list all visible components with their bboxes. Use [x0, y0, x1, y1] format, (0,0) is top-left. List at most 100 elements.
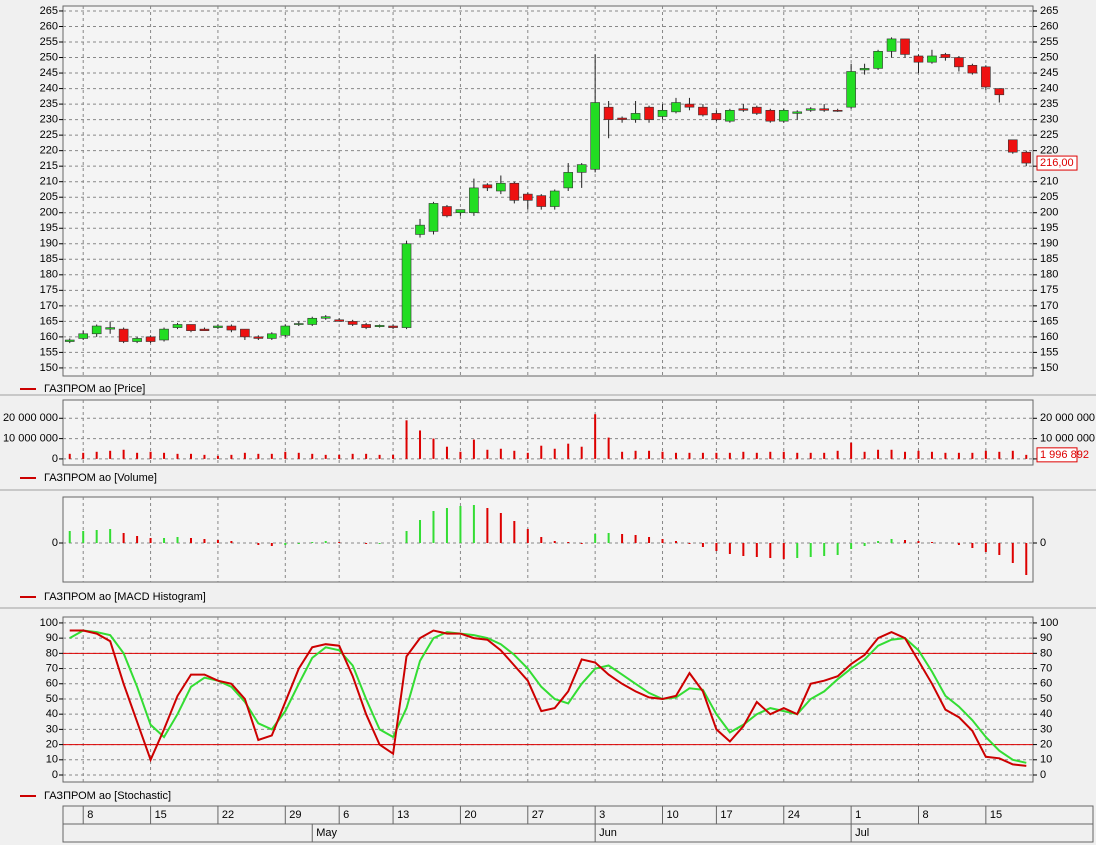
- candle-body: [671, 102, 681, 113]
- y-tick-label: 10: [1040, 754, 1052, 766]
- candle-body: [442, 206, 452, 217]
- legend-label: ГАЗПРОМ ао [Stochastic]: [44, 790, 171, 802]
- last-value-box: [1036, 447, 1078, 463]
- y-tick-label: 180: [1040, 269, 1058, 281]
- bar: [109, 529, 112, 543]
- y-tick-label: 190: [1040, 238, 1058, 250]
- y-tick-label: 10: [46, 754, 58, 766]
- bar: [728, 543, 731, 554]
- bar: [68, 453, 71, 459]
- bar: [270, 543, 273, 546]
- y-tick-label: 70: [1040, 662, 1052, 674]
- bar: [499, 513, 502, 543]
- candle-body: [78, 333, 89, 339]
- y-tick-label: 30: [1040, 723, 1052, 735]
- candle-body: [186, 324, 196, 331]
- bar: [189, 538, 192, 543]
- bar: [701, 543, 704, 547]
- bar: [917, 541, 920, 543]
- bar: [1011, 450, 1014, 459]
- bar: [904, 451, 907, 459]
- y-tick-label: 250: [1040, 51, 1058, 63]
- bar: [836, 543, 839, 555]
- bar: [432, 511, 435, 543]
- candle-body: [805, 108, 816, 111]
- y-tick-label: 240: [1040, 82, 1058, 94]
- bar: [594, 534, 597, 543]
- candle-body: [132, 338, 142, 342]
- y-tick-label: 265: [1040, 5, 1058, 17]
- bar: [634, 450, 637, 459]
- y-tick-label: 150: [1040, 362, 1058, 374]
- candle-body: [536, 195, 547, 207]
- bar: [405, 531, 408, 543]
- y-tick-label: 100: [40, 617, 58, 629]
- bar: [149, 451, 152, 459]
- candle-body: [240, 328, 250, 338]
- bar: [769, 543, 772, 558]
- candle-body: [496, 182, 506, 192]
- y-tick-label: 220: [40, 145, 58, 157]
- bar: [715, 543, 718, 551]
- day-label: 8: [87, 809, 93, 821]
- bar: [351, 453, 354, 459]
- y-tick-label: 165: [40, 315, 58, 327]
- bar: [68, 531, 71, 543]
- candle-body: [334, 319, 344, 322]
- y-tick-label: 225: [1040, 129, 1058, 141]
- candle-body: [388, 325, 398, 328]
- bar: [567, 443, 570, 459]
- y-tick-label: 155: [1040, 346, 1058, 358]
- y-tick-label: 0: [1040, 769, 1046, 781]
- candle-body: [603, 106, 614, 120]
- y-tick-label: 170: [40, 300, 58, 312]
- y-tick-label: 10 000 000: [1040, 433, 1095, 445]
- bar: [863, 451, 866, 459]
- candle-body: [940, 54, 951, 58]
- candle-body: [91, 325, 102, 335]
- candle-body: [522, 193, 533, 201]
- bar: [877, 541, 880, 543]
- bar: [163, 538, 166, 543]
- candle-body: [590, 102, 600, 170]
- month-label: Jun: [599, 827, 617, 839]
- y-tick-label: 230: [40, 114, 58, 126]
- candle-body: [1021, 151, 1032, 164]
- month-label: Jul: [855, 827, 869, 839]
- bar: [580, 446, 583, 459]
- day-label: 15: [155, 809, 167, 821]
- candle-body: [994, 88, 1005, 96]
- candle-body: [981, 66, 991, 88]
- bar: [122, 533, 125, 543]
- day-label: 20: [464, 809, 476, 821]
- y-tick-label: 255: [40, 36, 58, 48]
- bar: [674, 452, 677, 459]
- candle-body: [415, 224, 425, 235]
- y-tick-label: 40: [46, 708, 58, 720]
- bar: [930, 542, 933, 543]
- candle-body: [832, 109, 843, 112]
- bar: [769, 451, 772, 459]
- bar: [365, 543, 368, 544]
- y-tick-label: 175: [1040, 284, 1058, 296]
- bar: [648, 450, 651, 459]
- bar: [742, 451, 745, 459]
- bar: [526, 452, 529, 459]
- day-label: 22: [222, 809, 234, 821]
- candle-body: [118, 328, 129, 342]
- bar: [971, 452, 974, 459]
- bar: [1025, 543, 1028, 575]
- bar: [432, 438, 435, 459]
- y-tick-label: 0: [52, 453, 58, 465]
- bar: [621, 534, 624, 543]
- bar: [378, 543, 381, 544]
- bar: [998, 543, 1001, 555]
- bar: [95, 530, 98, 543]
- bar: [163, 452, 166, 459]
- bar: [850, 442, 853, 459]
- day-label: 1: [855, 809, 861, 821]
- bar: [419, 520, 422, 543]
- y-tick-label: 230: [1040, 114, 1058, 126]
- day-label: 15: [990, 809, 1002, 821]
- y-tick-label: 20 000 000: [1040, 412, 1095, 424]
